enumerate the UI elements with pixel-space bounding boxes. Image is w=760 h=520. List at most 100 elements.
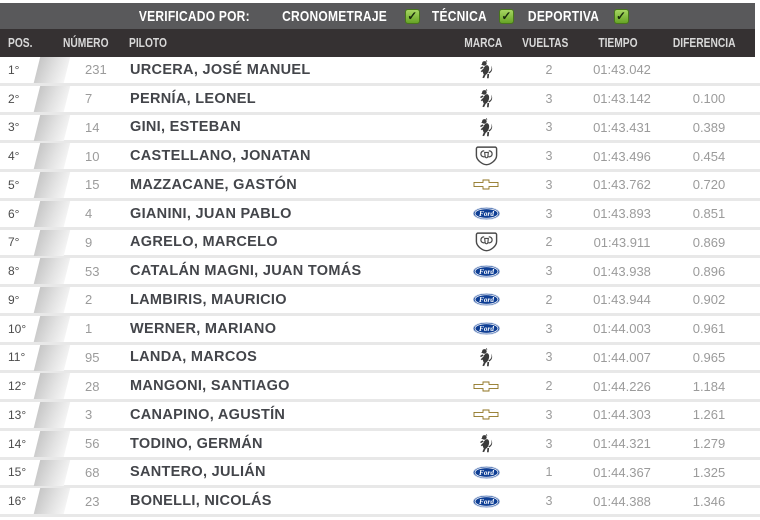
driver-name-cell: PERNÍA, LEONEL: [130, 90, 256, 107]
position-stripe-decoration: [33, 114, 71, 141]
table-row[interactable]: 13° 3 CANAPINO, AGUSTÍN: [0, 402, 760, 431]
timing-results-page: VERIFICADO POR: CRONOMETRAJE ✓ TÉCNICA ✓…: [0, 3, 760, 520]
driver-name-cell: AGRELO, MARCELO: [130, 234, 278, 251]
brand-logo-cell: Ford: [460, 179, 512, 190]
table-row[interactable]: 4° 10 CASTELLANO, JONATAN: [0, 143, 760, 172]
brand-logo-cell: Ford: [460, 207, 512, 221]
position-cell: 15°: [8, 465, 27, 480]
position-stripe-decoration: [33, 200, 71, 227]
table-row[interactable]: 16° 23 BONELLI, NICOLÁS: [0, 488, 760, 517]
car-number-cell: 53: [85, 263, 100, 279]
position-stripe-decoration: [33, 373, 71, 399]
verification-label: VERIFICADO POR:: [139, 7, 251, 25]
car-number-cell: 1: [85, 321, 93, 337]
car-number-cell: 3: [85, 407, 93, 423]
table-row[interactable]: 2° 7 PERNÍA, LEONEL: [0, 85, 760, 115]
table-row[interactable]: 7° 9 AGRELO, MARCELO: [0, 229, 760, 259]
laps-cell: 3: [545, 350, 553, 365]
driver-name-cell: MANGONI, SANTIAGO: [130, 378, 290, 395]
brand-logo-cell: Ford: [460, 347, 512, 367]
table-row[interactable]: 8° 53 CATALÁN MAGNI, JUAN TOMÁS: [0, 258, 760, 287]
laps-cell: 1: [545, 465, 553, 480]
table-row[interactable]: 9° 2 LAMBIRIS, MAURICIO: [0, 287, 760, 316]
torino-lion-icon: [479, 60, 493, 79]
position-cell: 10°: [8, 321, 27, 336]
time-cell: 01:44.226: [593, 378, 651, 394]
brand-logo-cell: Ford: [460, 322, 512, 336]
ford-oval-icon: Ford: [472, 494, 501, 508]
table-row[interactable]: 14° 56 TODINO, GERMÁN: [0, 430, 760, 460]
laps-cell: 3: [545, 91, 553, 106]
header-vueltas: VUELTAS: [522, 36, 569, 50]
time-cell: 01:43.042: [593, 62, 651, 78]
torino-lion-icon: [479, 434, 493, 453]
table-row[interactable]: 11° 95 LANDA, MARCOS: [0, 344, 760, 374]
time-cell: 01:44.367: [593, 464, 651, 480]
time-cell: 01:43.938: [593, 263, 651, 279]
gap-cell: 1.279: [692, 436, 726, 452]
position-stripe-decoration: [33, 344, 71, 371]
position-cell: 1°: [8, 62, 20, 77]
time-cell: 01:43.944: [593, 292, 651, 308]
table-row[interactable]: 6° 4 GIANINI, JUAN PABLO: [0, 200, 760, 230]
position-cell: 5°: [8, 177, 20, 192]
car-number-cell: 68: [85, 464, 100, 480]
brand-logo-cell: Ford: [460, 434, 512, 453]
position-stripe-decoration: [33, 172, 71, 198]
chevrolet-bowtie-icon: [473, 409, 499, 420]
verification-item-tecnica: TÉCNICA: [432, 7, 488, 25]
driver-name-cell: LAMBIRIS, MAURICIO: [130, 291, 287, 308]
table-row[interactable]: 3° 14 GINI, ESTEBAN: [0, 114, 760, 144]
laps-cell: 3: [545, 149, 553, 164]
dodge-ram-icon: [475, 232, 498, 252]
time-cell: 01:43.496: [593, 148, 651, 164]
brand-logo-cell: Ford: [460, 494, 512, 508]
dodge-ram-icon: [475, 146, 498, 166]
table-row[interactable]: 10° 1 WERNER, MARIANO: [0, 315, 760, 345]
svg-text:Ford: Ford: [479, 325, 494, 333]
position-stripe-decoration: [33, 430, 71, 457]
laps-cell: 2: [545, 235, 553, 250]
ford-oval-icon: Ford: [472, 465, 501, 479]
position-stripe-decoration: [33, 459, 71, 486]
torino-lion-icon: [479, 117, 493, 137]
verification-item-cronometraje: CRONOMETRAJE: [281, 7, 387, 25]
gap-cell: 0.965: [692, 349, 726, 365]
gap-cell: 0.100: [692, 91, 726, 107]
car-number-cell: 7: [85, 91, 93, 107]
chevrolet-bowtie-icon: [473, 381, 499, 392]
svg-text:Ford: Ford: [479, 268, 494, 276]
table-row[interactable]: 1° 231 URCERA, JOSÉ MANUEL: [0, 57, 760, 86]
position-stripe-decoration: [33, 229, 71, 256]
position-stripe-decoration: [33, 315, 71, 342]
gap-cell: 0.851: [692, 206, 726, 222]
checkbox-checked-icon: ✓: [498, 8, 514, 24]
car-number-cell: 10: [85, 148, 100, 164]
driver-name-cell: TODINO, GERMÁN: [130, 435, 263, 452]
brand-logo-cell: Ford: [460, 89, 512, 108]
gap-cell: 0.389: [692, 119, 726, 135]
table-row[interactable]: 12° 28 MANGONI, SANTIAGO: [0, 373, 760, 402]
driver-name-cell: MAZZACANE, GASTÓN: [130, 176, 298, 193]
gap-cell: 0.869: [692, 234, 726, 250]
car-number-cell: 23: [85, 493, 100, 509]
car-number-cell: 56: [85, 436, 100, 452]
laps-cell: 3: [545, 264, 553, 279]
torino-lion-icon: [479, 89, 493, 108]
time-cell: 01:43.431: [593, 119, 651, 135]
time-cell: 01:43.911: [593, 234, 651, 250]
header-piloto: PILOTO: [129, 36, 168, 50]
car-number-cell: 95: [85, 349, 100, 365]
car-number-cell: 2: [85, 292, 93, 308]
laps-cell: 3: [545, 436, 553, 451]
gap-cell: 1.346: [692, 493, 726, 509]
table-row[interactable]: 15° 68 SANTERO, JULIÁN: [0, 459, 760, 489]
time-cell: 01:44.303: [593, 407, 651, 423]
verification-bar: VERIFICADO POR: CRONOMETRAJE ✓ TÉCNICA ✓…: [0, 3, 755, 29]
svg-text:Ford: Ford: [479, 296, 494, 304]
table-row[interactable]: 5° 15 MAZZACANE, GASTÓN: [0, 172, 760, 201]
time-cell: 01:43.142: [593, 91, 651, 107]
driver-name-cell: CANAPINO, AGUSTÍN: [130, 406, 286, 423]
position-stripe-decoration: [33, 258, 71, 284]
brand-logo-cell: Ford: [460, 146, 512, 166]
